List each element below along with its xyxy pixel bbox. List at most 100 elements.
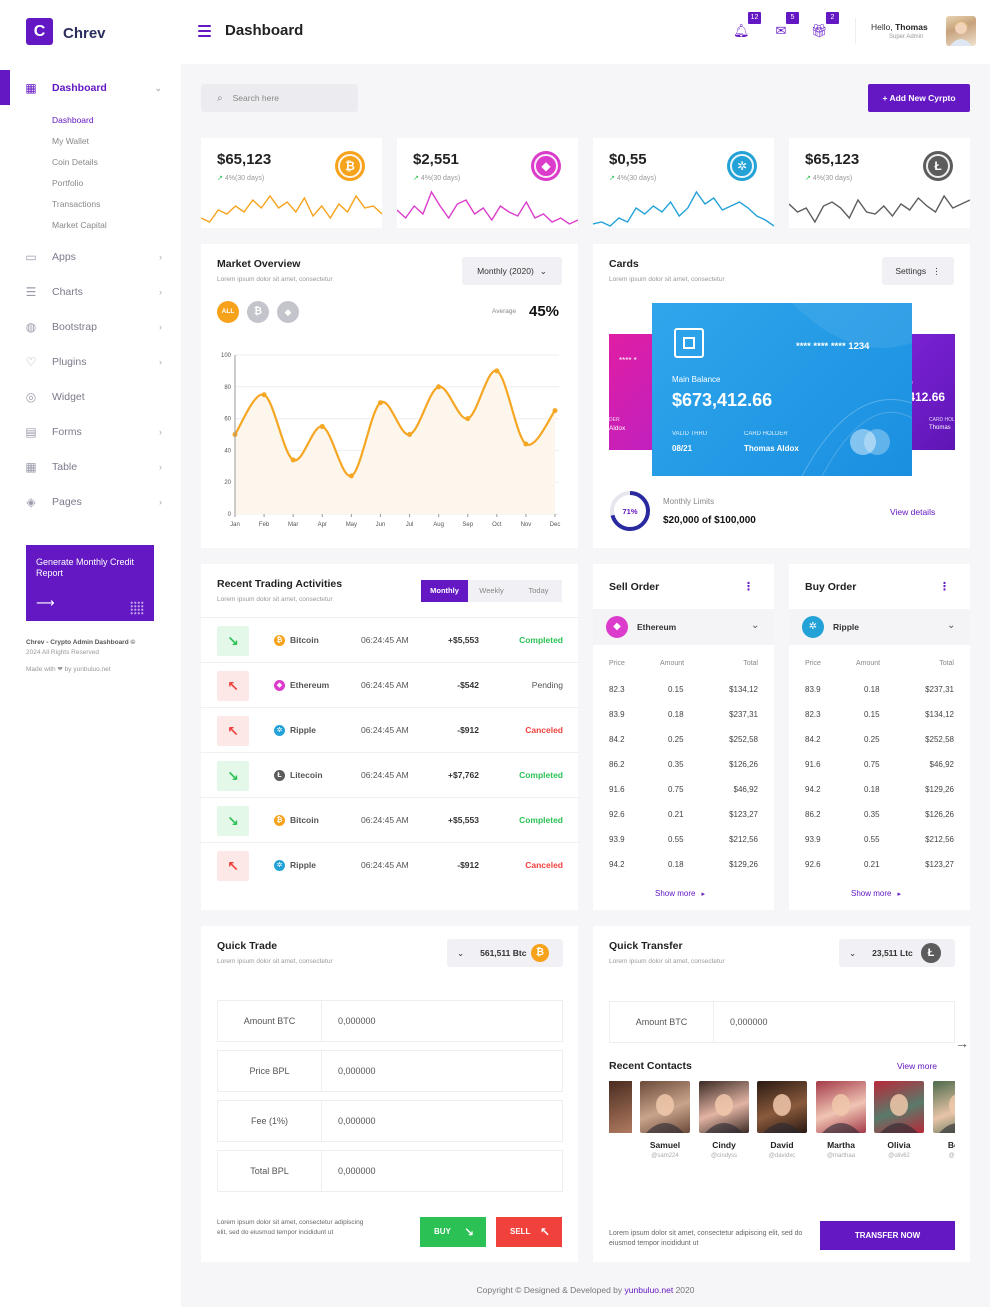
sidebar-item-table[interactable]: ▦ Table › (24, 457, 164, 477)
card-title: Market Overview (217, 258, 301, 270)
field-label: Amount BTC (610, 1002, 714, 1042)
sidebar-item-apps[interactable]: ▭ Apps › (24, 247, 164, 267)
chevron-right-icon: › (159, 427, 162, 437)
coin-select[interactable]: ◆ Ethereum ⌄ (593, 609, 774, 645)
x-tick-label: Jun (376, 522, 386, 528)
arrow-right-icon[interactable]: ⟶ (36, 595, 55, 610)
sidebar-item-dashboard[interactable]: ▦ Dashboard ⌄ (24, 78, 164, 98)
avatar (757, 1081, 807, 1133)
app-name[interactable]: Chrev (63, 25, 106, 42)
credit-card-back-left[interactable]: **** * DER Aldox (609, 334, 659, 450)
sidebar-item-pages[interactable]: ◈ Pages › (24, 492, 164, 512)
filter-bitcoin-button[interactable]: ₿ (247, 301, 269, 323)
contact-bella[interactable]: Bella @bella (933, 1081, 955, 1159)
footer-brand-link[interactable]: yunbuluo.net (624, 1285, 674, 1295)
avatar[interactable] (946, 16, 976, 46)
table-row[interactable]: ↘ ₿ Bitcoin 06:24:45 AM +$5,553 Completed (201, 797, 579, 842)
price-card-bitcoin[interactable]: $65,123 ↗ 4%(30 days) ₿ (201, 138, 382, 228)
contact-martha[interactable]: Martha @marthaa (816, 1081, 866, 1159)
field-value[interactable]: 0,000000 (338, 1066, 376, 1076)
contact-handle: @oliv62 (888, 1153, 910, 1159)
sidebar-item-widget[interactable]: ◎ Widget (24, 387, 164, 407)
arrow-right-icon[interactable]: → (955, 1035, 969, 1051)
status-badge: Completed (519, 815, 563, 825)
more-vertical-icon[interactable]: ⋮ (939, 581, 950, 593)
coin-select[interactable]: ⌄ 561,511 Btc ₿ (447, 939, 563, 967)
field-value[interactable]: 0,000000 (338, 1166, 376, 1176)
trade-field[interactable]: Fee (1%) 0,000000 (217, 1100, 563, 1142)
field-value[interactable]: 0,000000 (730, 1017, 768, 1027)
more-vertical-icon[interactable]: ⋮ (743, 581, 754, 593)
sidebar-subitem[interactable]: Portfolio (52, 178, 84, 188)
transfer-now-button[interactable]: TRANSFER NOW (820, 1221, 955, 1250)
show-more-link[interactable]: Show more ▸ (655, 889, 705, 898)
table-row[interactable]: ↘ ₿ Bitcoin 06:24:45 AM +$5,553 Completed (201, 617, 579, 662)
contact-cindy[interactable]: Cindy @cindyss (699, 1081, 749, 1159)
coin-select[interactable]: ⌄ 23,511 Ltc Ł (839, 939, 955, 967)
trade-field[interactable]: Total BPL 0,000000 (217, 1150, 563, 1192)
filter-all-button[interactable]: ALL (217, 301, 239, 323)
table-row[interactable]: ↘ Ł Litecoin 06:24:45 AM +$7,762 Completed (201, 752, 579, 797)
generate-report-card[interactable]: Generate Monthly Credit Report ⟶ (26, 545, 154, 621)
trade-amount: -$912 (457, 725, 479, 735)
trade-field[interactable]: Price BPL 0,000000 (217, 1050, 563, 1092)
trade-field[interactable]: Amount BTC 0,000000 (217, 1000, 563, 1042)
credit-card-back-right[interactable]: nce ,412.66 CARD HOL Thomas (905, 334, 955, 450)
area-fill (235, 370, 555, 514)
recent-trading-card: Recent Trading Activities Lorem ipsum do… (201, 564, 579, 910)
promo-text: Generate Monthly Credit Report (36, 557, 135, 578)
sidebar-subitem[interactable]: Coin Details (52, 157, 98, 167)
card-title: Quick Trade (217, 940, 278, 952)
more-vertical-icon: ⋮ (932, 265, 941, 276)
chat-icon[interactable]: ✉ (775, 23, 787, 38)
tab-weekly[interactable]: Weekly (479, 586, 504, 595)
hamburger-icon[interactable] (198, 25, 211, 37)
field-value[interactable]: 0,000000 (338, 1016, 376, 1026)
sidebar-item-bootstrap[interactable]: ◍ Bootstrap › (24, 317, 164, 337)
order-total: $134,12 (729, 685, 758, 694)
contact-handle: @cindyss (710, 1153, 738, 1159)
table-row[interactable]: ↖ ✲ Ripple 06:24:45 AM -$912 Canceled (201, 707, 579, 752)
buy-button[interactable]: BUY ↘ (420, 1217, 486, 1247)
coin-select[interactable]: ✲ Ripple ⌄ (789, 609, 970, 645)
price-card-ethereum[interactable]: $2,551 ↗ 4%(30 days) ◆ (397, 138, 578, 228)
period-dropdown[interactable]: Monthly (2020) ⌄ (462, 257, 562, 285)
contact-david[interactable]: David @davidxc (757, 1081, 807, 1159)
settings-button[interactable]: Settings ⋮ (882, 257, 954, 285)
price-card-litecoin[interactable]: $65,123 ↗ 4%(30 days) Ł (789, 138, 970, 228)
order-amount: 0.35 (668, 760, 684, 769)
sidebar-item-forms[interactable]: ▤ Forms › (24, 422, 164, 442)
credit-card-main[interactable]: **** **** **** 1234 Main Balance $673,41… (652, 303, 912, 476)
order-price: 82.3 (805, 710, 821, 719)
sidebar-item-charts[interactable]: ☰ Charts › (24, 282, 164, 302)
add-crypto-button[interactable]: + Add New Cyrpto (868, 84, 970, 112)
field-value[interactable]: 0,000000 (338, 1116, 376, 1126)
sidebar-subitem[interactable]: Transactions (52, 199, 101, 209)
field-label: Total BPL (218, 1151, 322, 1191)
order-amount: 0.75 (864, 760, 880, 769)
price-card-ripple[interactable]: $0,55 ↗ 4%(30 days) ✲ (593, 138, 774, 228)
filter-ethereum-button[interactable]: ◆ (277, 301, 299, 323)
contact-samuel[interactable]: Samuel @sam224 (640, 1081, 690, 1159)
show-more-link[interactable]: Show more ▸ (851, 889, 901, 898)
tab-today[interactable]: Today (528, 586, 549, 595)
sidebar-item-plugins[interactable]: ♡ Plugins › (24, 352, 164, 372)
sidebar-subitem[interactable]: My Wallet (52, 136, 89, 146)
tab-monthly[interactable]: Monthly (421, 580, 468, 602)
table-row[interactable]: ↖ ✲ Ripple 06:24:45 AM -$912 Canceled (201, 842, 579, 887)
coin-glyph: ◆ (534, 154, 558, 178)
transfer-amount-field[interactable]: Amount BTC 0,000000 (609, 1001, 955, 1043)
logo-icon[interactable]: C (26, 18, 53, 45)
sidebar: C Chrev ▦ Dashboard ⌄ Dashboard My Wallet… (0, 0, 181, 1307)
bell-icon[interactable]: 🔔︎ (733, 23, 750, 38)
search-input[interactable]: ⌕ Search here (201, 84, 358, 112)
gift-icon[interactable]: 🎁︎ (811, 23, 828, 38)
table-row[interactable]: ↖ ◆ Ethereum 06:24:45 AM -$542 Pending (201, 662, 579, 707)
sidebar-subitem[interactable]: Market Capital (52, 220, 107, 230)
order-total: $123,27 (729, 810, 758, 819)
contact-olivia[interactable]: Olivia @oliv62 (874, 1081, 924, 1159)
view-details-link[interactable]: View details (890, 507, 936, 517)
view-more-link[interactable]: View more (897, 1061, 937, 1071)
sidebar-subitem[interactable]: Dashboard (52, 115, 94, 125)
sell-button[interactable]: SELL ↖ (496, 1217, 562, 1247)
